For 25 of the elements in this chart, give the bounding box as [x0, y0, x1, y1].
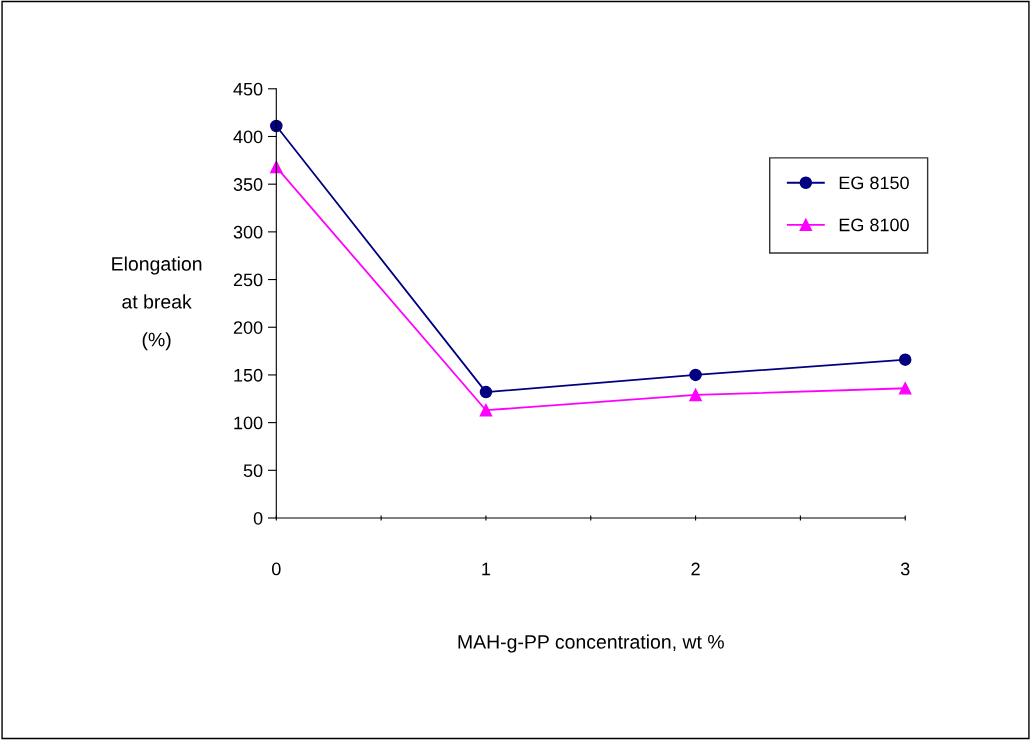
text: Elongation at break (%): [112, 256, 202, 351]
point: [479, 403, 493, 417]
x-tick-label: 2: [691, 562, 700, 576]
y-tick-label: 300: [233, 225, 263, 239]
point: [479, 385, 493, 399]
y-tick-label: 350: [233, 178, 263, 191]
point: [898, 382, 912, 395]
x-tick-label: 3: [900, 562, 910, 576]
x-tick-label: 1: [482, 562, 491, 576]
point: [689, 388, 702, 402]
y-tick-label: 250: [233, 273, 263, 287]
y-tick-label: 200: [233, 321, 263, 334]
y-tick-label: 0: [253, 511, 263, 525]
y-tick-label: 100: [234, 416, 263, 430]
y-tick-label: 400: [233, 130, 263, 144]
point: [898, 353, 912, 366]
y-tick-label: 450: [233, 82, 263, 96]
x-axis-title: MAH-g-PP concentration, wt %: [458, 634, 724, 653]
legend-label: EG 8150: [839, 176, 909, 190]
point: [689, 368, 702, 382]
point: [270, 160, 283, 174]
y-tick-label: 50: [243, 464, 263, 478]
y-tick-label: 150: [234, 368, 263, 382]
x-tick-label: 0: [271, 562, 281, 576]
legend-label: EG 8100: [839, 218, 909, 232]
